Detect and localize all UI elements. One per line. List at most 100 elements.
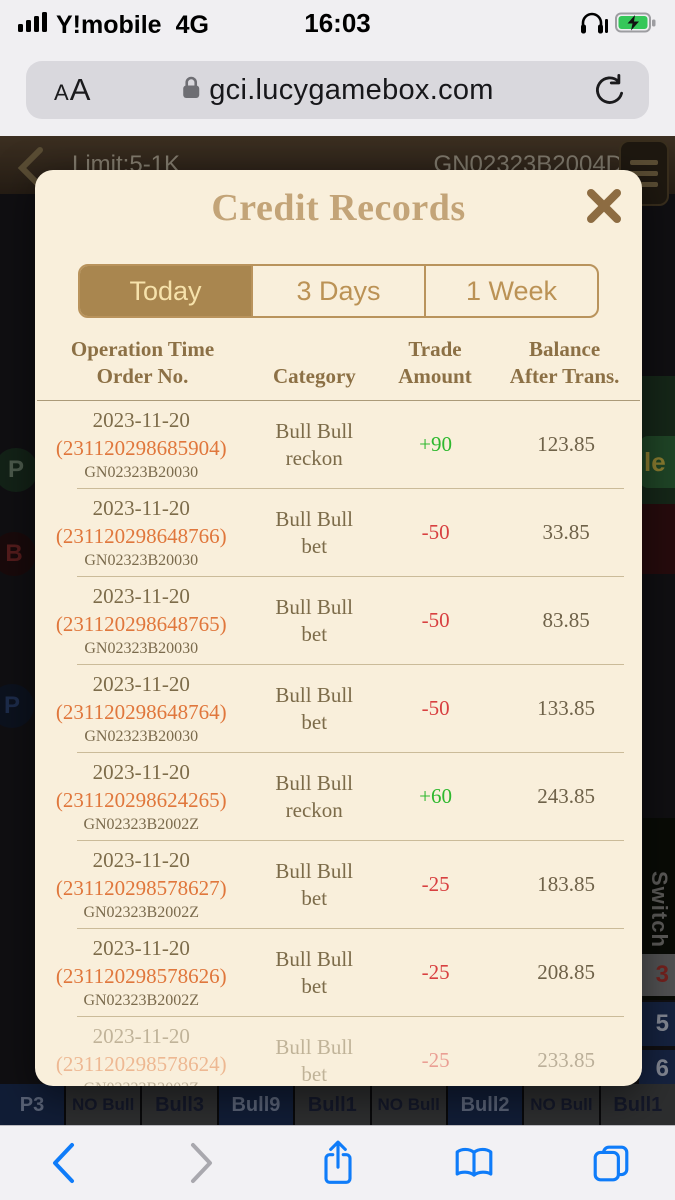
table-code: GN02323B2002Z xyxy=(35,1080,247,1086)
trade-amount-cell: -50 xyxy=(421,608,450,633)
category-cell: Bull Bull reckon xyxy=(275,771,353,822)
header-category: Category xyxy=(272,364,356,389)
order-number: (231120298648764) xyxy=(55,699,227,724)
operation-date: 2023-11-20 xyxy=(92,671,190,696)
tabs-button[interactable] xyxy=(581,1133,641,1193)
carrier-label: Y!mobile xyxy=(56,10,162,39)
table-row: 2023-11-20 (231120298685904) GN02323B200… xyxy=(35,401,642,489)
table-code: GN02323B20030 xyxy=(84,551,199,569)
table-row: 2023-11-20 (231120298648765) GN02323B200… xyxy=(35,577,642,665)
game-right-button[interactable]: 3 xyxy=(639,954,675,996)
modal-title: Credit Records xyxy=(211,187,466,229)
order-number: (231120298648765) xyxy=(55,611,227,636)
url-field[interactable]: AA gci.lucygamebox.com xyxy=(26,61,649,119)
bet-button[interactable]: NO Bull xyxy=(371,1084,446,1125)
table-header: Operation Time Order No. Category Trade Am… xyxy=(37,336,640,401)
trade-amount-cell: -25 xyxy=(421,1048,450,1073)
operation-date: 2023-11-20 xyxy=(92,407,190,432)
bet-button[interactable]: NO Bull xyxy=(524,1084,599,1125)
table-code: GN02323B2002Z xyxy=(83,903,199,921)
address-bar-row: AA gci.lucygamebox.com xyxy=(0,44,675,136)
operation-date: 2023-11-20 xyxy=(92,1023,190,1048)
operation-date: 2023-11-20 xyxy=(92,847,190,872)
forward-button[interactable] xyxy=(171,1133,231,1193)
bet-button[interactable]: Bull3 xyxy=(142,1084,217,1125)
category-cell: Bull Bull bet xyxy=(275,507,353,558)
game-back-icon[interactable] xyxy=(12,146,52,197)
operation-date: 2023-11-20 xyxy=(92,495,190,520)
text-size-button[interactable]: AA xyxy=(54,72,92,107)
header-balance: Balance After Trans. xyxy=(509,337,620,389)
category-cell: Bull Bull bet xyxy=(275,1035,353,1086)
partial-table-button[interactable]: le xyxy=(640,436,675,488)
order-number: (231120298648766) xyxy=(55,523,227,548)
category-cell: Bull Bull bet xyxy=(275,859,353,910)
battery-charging-icon xyxy=(615,12,657,39)
trade-amount-cell: +90 xyxy=(419,432,453,457)
table-row: 2023-11-20 (231120298578627) GN02323B200… xyxy=(35,841,642,929)
lock-icon xyxy=(181,75,200,105)
balance-cell: 83.85 xyxy=(542,608,590,633)
bet-button[interactable]: Bull1 xyxy=(295,1084,370,1125)
header-operation-time: Operation Time Order No. xyxy=(70,337,215,389)
trade-amount-cell: -50 xyxy=(421,520,450,545)
balance-cell: 183.85 xyxy=(537,872,595,897)
bet-button[interactable]: Bull1 xyxy=(600,1084,675,1125)
balance-cell: 208.85 xyxy=(537,960,595,985)
status-time: 16:03 xyxy=(304,8,371,38)
balance-cell: 123.85 xyxy=(537,432,595,457)
order-number: (231120298578626) xyxy=(55,963,227,988)
game-left-badge: P xyxy=(0,684,34,728)
table-row: 2023-11-20 (231120298648764) GN02323B200… xyxy=(35,665,642,753)
table-row: 2023-11-20 (231120298578626) GN02323B200… xyxy=(35,929,642,1017)
game-right-button[interactable]: 5 xyxy=(639,1002,675,1046)
trade-amount-cell: -25 xyxy=(421,872,450,897)
tab-3-days[interactable]: 3 Days xyxy=(251,266,424,316)
balance-cell: 233.85 xyxy=(537,1048,595,1073)
table-row: 2023-11-20 (231120298648766) GN02323B200… xyxy=(35,489,642,577)
bet-button[interactable]: P3 xyxy=(0,1084,64,1125)
period-tabs: Today 3 Days 1 Week xyxy=(78,264,599,318)
close-icon xyxy=(587,189,621,223)
trade-amount-cell: -25 xyxy=(421,960,450,985)
order-number: (231120298624265) xyxy=(55,787,227,812)
balance-cell: 33.85 xyxy=(542,520,590,545)
operation-date: 2023-11-20 xyxy=(92,759,190,784)
table-code: GN02323B20030 xyxy=(84,727,199,745)
game-left-badge: B xyxy=(0,532,36,576)
bookmarks-button[interactable] xyxy=(444,1133,504,1193)
category-cell: Bull Bull bet xyxy=(275,595,353,646)
table-code: GN02323B2002Z xyxy=(83,815,199,833)
table-code: GN02323B20030 xyxy=(84,463,199,481)
url-text: gci.lucygamebox.com xyxy=(209,73,494,106)
order-number: (231120298578624) xyxy=(55,1051,227,1076)
back-button[interactable] xyxy=(34,1133,94,1193)
url-display[interactable]: gci.lucygamebox.com xyxy=(181,74,494,107)
bet-button[interactable]: Bull9 xyxy=(218,1084,294,1125)
category-cell: Bull Bull bet xyxy=(275,947,353,998)
tab-1-week[interactable]: 1 Week xyxy=(424,266,597,316)
operation-date: 2023-11-20 xyxy=(92,935,190,960)
table-row: 2023-11-20 (231120298578624) GN02323B200… xyxy=(35,1017,642,1086)
bet-button[interactable]: NO Bull xyxy=(66,1084,141,1125)
trade-amount-cell: +60 xyxy=(419,784,453,809)
order-number: (231120298685904) xyxy=(55,435,227,460)
balance-cell: 243.85 xyxy=(537,784,595,809)
category-cell: Bull Bull bet xyxy=(275,683,353,734)
safari-toolbar xyxy=(0,1125,675,1200)
table-code: GN02323B2002Z xyxy=(83,991,199,1009)
share-button[interactable] xyxy=(308,1133,368,1193)
game-right-button[interactable]: 6 xyxy=(639,1050,675,1088)
records-list: 2023-11-20 (231120298685904) GN02323B200… xyxy=(35,401,642,1086)
trade-amount-cell: -50 xyxy=(421,696,450,721)
operation-date: 2023-11-20 xyxy=(92,583,190,608)
header-trade-amount: Trade Amount xyxy=(398,337,472,389)
close-button[interactable] xyxy=(582,184,626,228)
bet-button[interactable]: Bull2 xyxy=(447,1084,523,1125)
balance-cell: 133.85 xyxy=(537,696,595,721)
tab-today[interactable]: Today xyxy=(80,266,251,316)
order-number: (231120298578627) xyxy=(55,875,227,900)
credit-records-modal: Credit Records Today 3 Days 1 Week Opera… xyxy=(35,170,642,1086)
reload-button[interactable] xyxy=(591,73,649,107)
